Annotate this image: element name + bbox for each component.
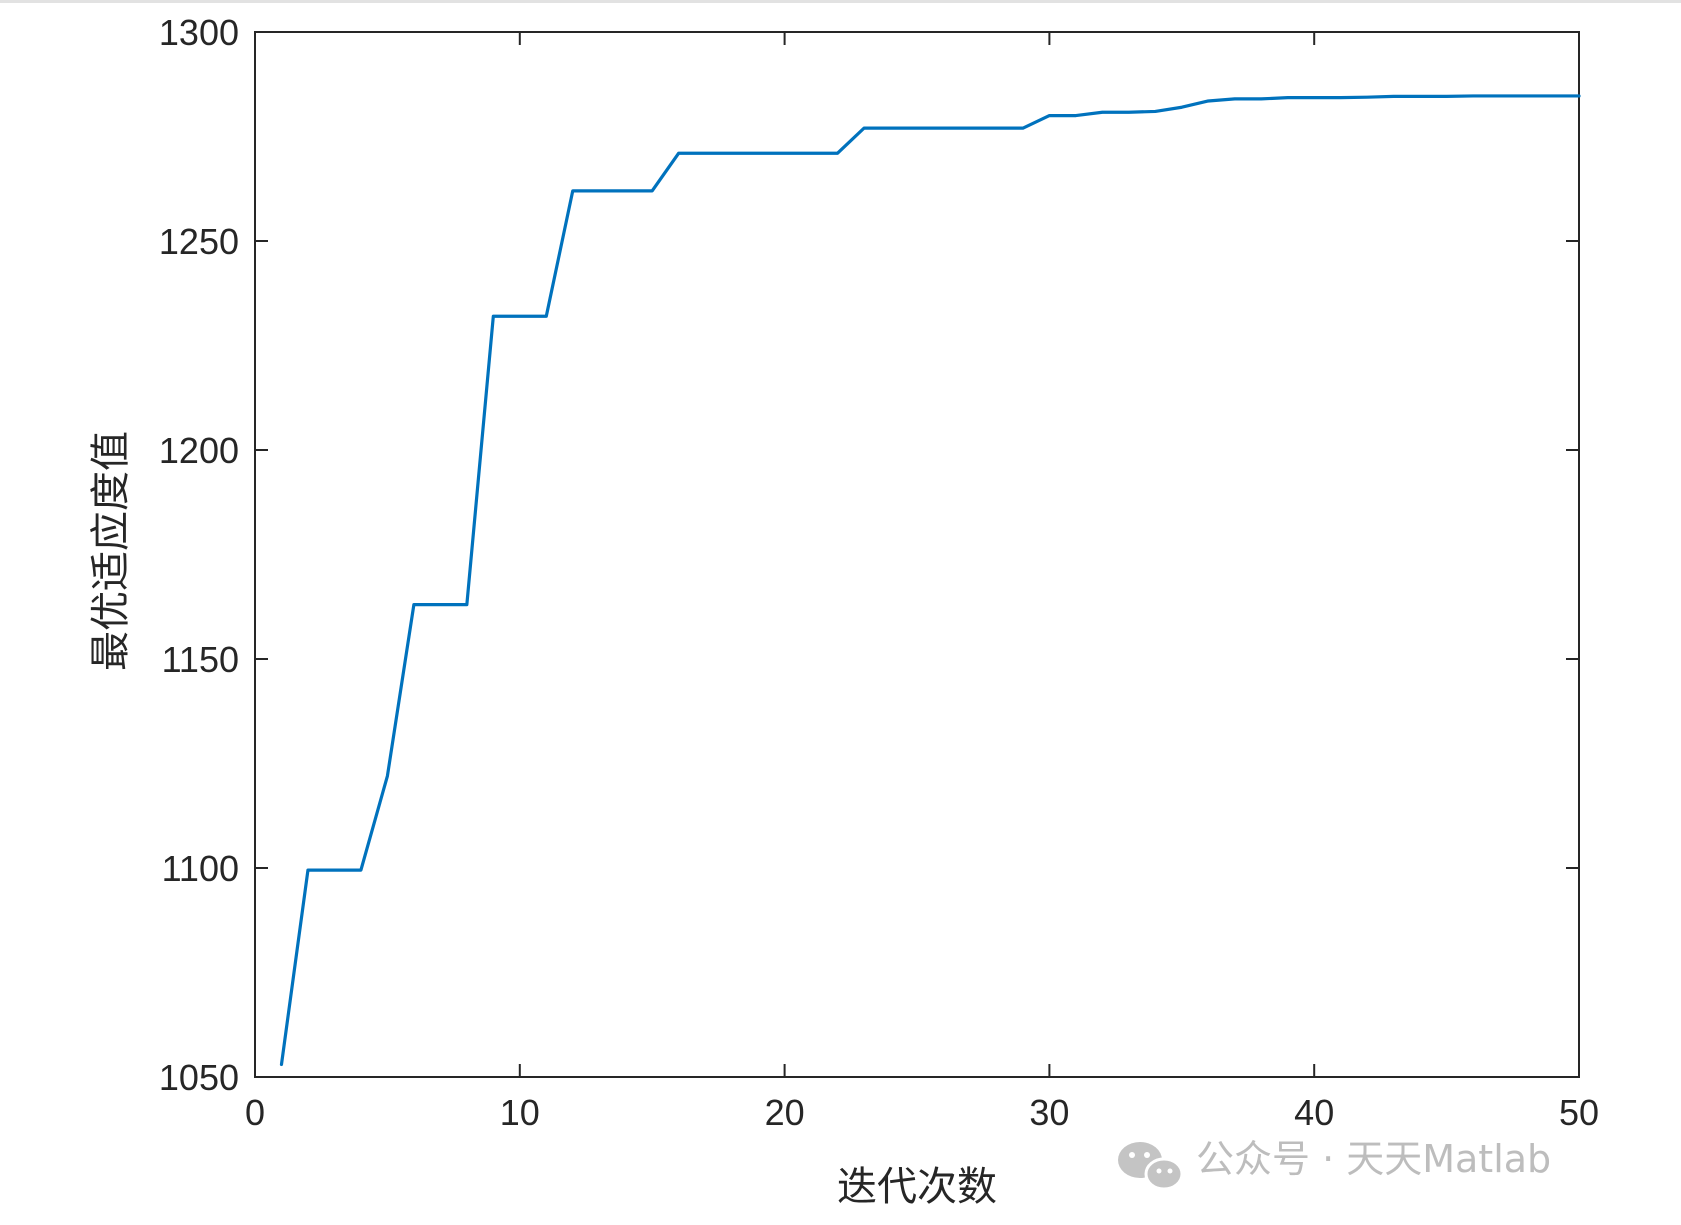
x-tick-label: 40	[1294, 1092, 1334, 1133]
wechat-icon	[1118, 1142, 1184, 1191]
series-line	[279, 94, 1581, 1067]
watermark: 公众号 · 天天Matlab	[1118, 1137, 1551, 1191]
y-tick-label: 1250	[159, 221, 239, 262]
x-tick-label: 0	[245, 1092, 265, 1133]
x-axis-label: 迭代次数	[837, 1164, 997, 1210]
y-tick-label: 1150	[162, 639, 239, 680]
plot-area	[254, 31, 1580, 1078]
tick-labels: 0 10 20 30 40 50 1050 1100 1150 1200 1250 1300	[159, 12, 1599, 1133]
y-axis-label: 最优适应度值	[88, 431, 134, 671]
x-tick-label: 20	[765, 1092, 805, 1133]
series-layer	[279, 94, 1581, 1067]
top-border	[0, 0, 1681, 3]
y-tick-label: 1300	[159, 12, 239, 53]
x-tick-label: 50	[1559, 1092, 1599, 1133]
axis-ticks	[254, 31, 1580, 1078]
x-tick-label: 10	[500, 1092, 540, 1133]
axes-box	[254, 31, 1580, 1078]
watermark-text: 公众号 · 天天Matlab	[1196, 1137, 1551, 1181]
y-tick-label: 1200	[159, 430, 239, 471]
y-tick-label: 1100	[162, 848, 239, 889]
y-tick-label: 1050	[159, 1057, 239, 1098]
x-tick-label: 30	[1029, 1092, 1069, 1133]
